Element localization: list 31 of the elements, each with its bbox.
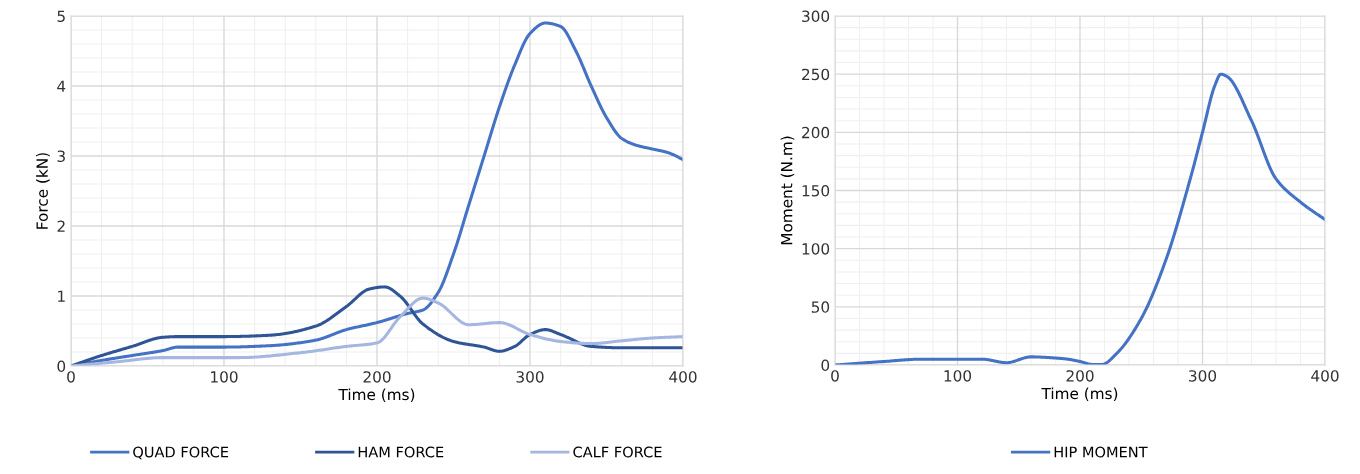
y-tick-label: 4 [57, 80, 66, 92]
x-tick-label: 100 [944, 370, 972, 382]
legend-label: HIP MOMENT [1054, 446, 1148, 458]
y-tick-label: 5 [57, 10, 65, 23]
x-tick-label: 0 [67, 371, 75, 383]
y-axis-title: Force (kN) [36, 153, 50, 229]
y-tick-label: 3 [57, 150, 65, 163]
x-tick-label: 100 [211, 371, 238, 383]
y-tick-label: 100 [802, 243, 830, 255]
y-tick-label: 0 [821, 359, 830, 372]
legend-label: QUAD FORCE [133, 446, 229, 460]
x-tick-label: 0 [831, 370, 839, 382]
y-tick-label: 300 [802, 10, 830, 23]
x-tick-label: 400 [1311, 370, 1339, 382]
y-tick-label: 1 [58, 290, 65, 302]
x-tick-label: 200 [363, 371, 391, 383]
x-tick-label: 300 [516, 371, 544, 383]
y-tick-label: 50 [811, 301, 830, 313]
x-axis-title: Time (ms) [1041, 387, 1118, 402]
y-tick-label: 0 [57, 360, 66, 373]
y-tick-label: 2 [57, 220, 65, 232]
y-tick-label: 250 [802, 68, 830, 81]
y-axis-title: Moment (N.m) [780, 136, 795, 245]
x-tick-label: 400 [669, 371, 697, 383]
legend-label: HAM FORCE [358, 446, 444, 458]
x-tick-label: 200 [1066, 370, 1094, 382]
x-axis-title: Time (ms) [338, 388, 415, 403]
y-tick-label: 200 [802, 126, 830, 139]
x-tick-label: 300 [1189, 370, 1217, 382]
legend-label: CALF FORCE [573, 446, 662, 458]
y-tick-label: 150 [802, 184, 830, 197]
